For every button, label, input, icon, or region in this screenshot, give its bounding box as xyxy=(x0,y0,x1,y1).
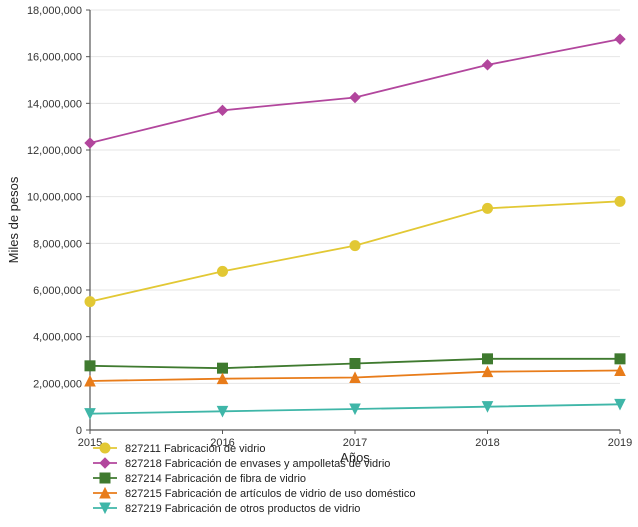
legend-label: 827215 Fabricación de artículos de vidri… xyxy=(125,488,415,500)
line-chart: 0 2,000,000 4,000,000 6,000,000 8,000,000 10,… xyxy=(0,0,638,527)
legend-label: 827218 Fabricación de envases y ampollet… xyxy=(125,458,390,470)
x-tick-label: 2019 xyxy=(608,437,632,449)
y-tick-label: 2,000,000 xyxy=(33,378,82,390)
legend-label: 827219 Fabricación de otros productos de… xyxy=(125,503,360,515)
y-tick-label: 12,000,000 xyxy=(27,145,82,157)
legend-item-827214: 827214 Fabricación de fibra de vidrio xyxy=(93,473,306,485)
y-tick-label: 10,000,000 xyxy=(27,192,82,204)
y-tick-label: 8,000,000 xyxy=(33,238,82,250)
legend-item-827215: 827215 Fabricación de artículos de vidri… xyxy=(93,488,415,500)
y-tick-label: 0 xyxy=(76,425,82,437)
y-tick-label: 6,000,000 xyxy=(33,285,82,297)
legend-item-827218: 827218 Fabricación de envases y ampollet… xyxy=(93,458,390,470)
y-tick-label: 14,000,000 xyxy=(27,98,82,110)
x-tick-label: 2017 xyxy=(343,437,367,449)
x-tick-label: 2018 xyxy=(475,437,499,449)
y-axis-label: Miles de pesos xyxy=(6,176,21,263)
y-tick-label: 4,000,000 xyxy=(33,332,82,344)
y-tick-label: 16,000,000 xyxy=(27,52,82,64)
legend-label: 827214 Fabricación de fibra de vidrio xyxy=(125,473,306,485)
legend-label: 827211 Fabricación de vidrio xyxy=(125,443,265,455)
legend-item-827219: 827219 Fabricación de otros productos de… xyxy=(93,503,360,515)
y-tick-label: 18,000,000 xyxy=(27,5,82,17)
